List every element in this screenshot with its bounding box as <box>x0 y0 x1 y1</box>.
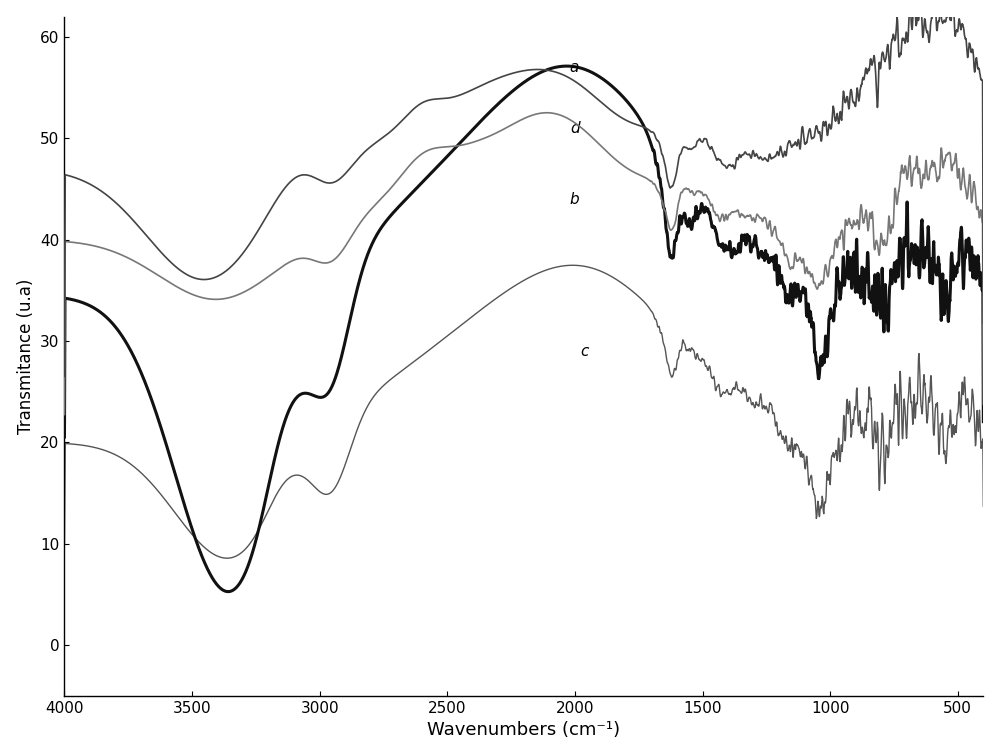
Text: a: a <box>570 60 579 76</box>
Text: d: d <box>570 121 579 136</box>
Text: c: c <box>580 344 588 359</box>
Y-axis label: Transmitance (u.a): Transmitance (u.a) <box>17 279 35 434</box>
X-axis label: Wavenumbers (cm⁻¹): Wavenumbers (cm⁻¹) <box>427 721 620 739</box>
Text: b: b <box>570 192 579 207</box>
